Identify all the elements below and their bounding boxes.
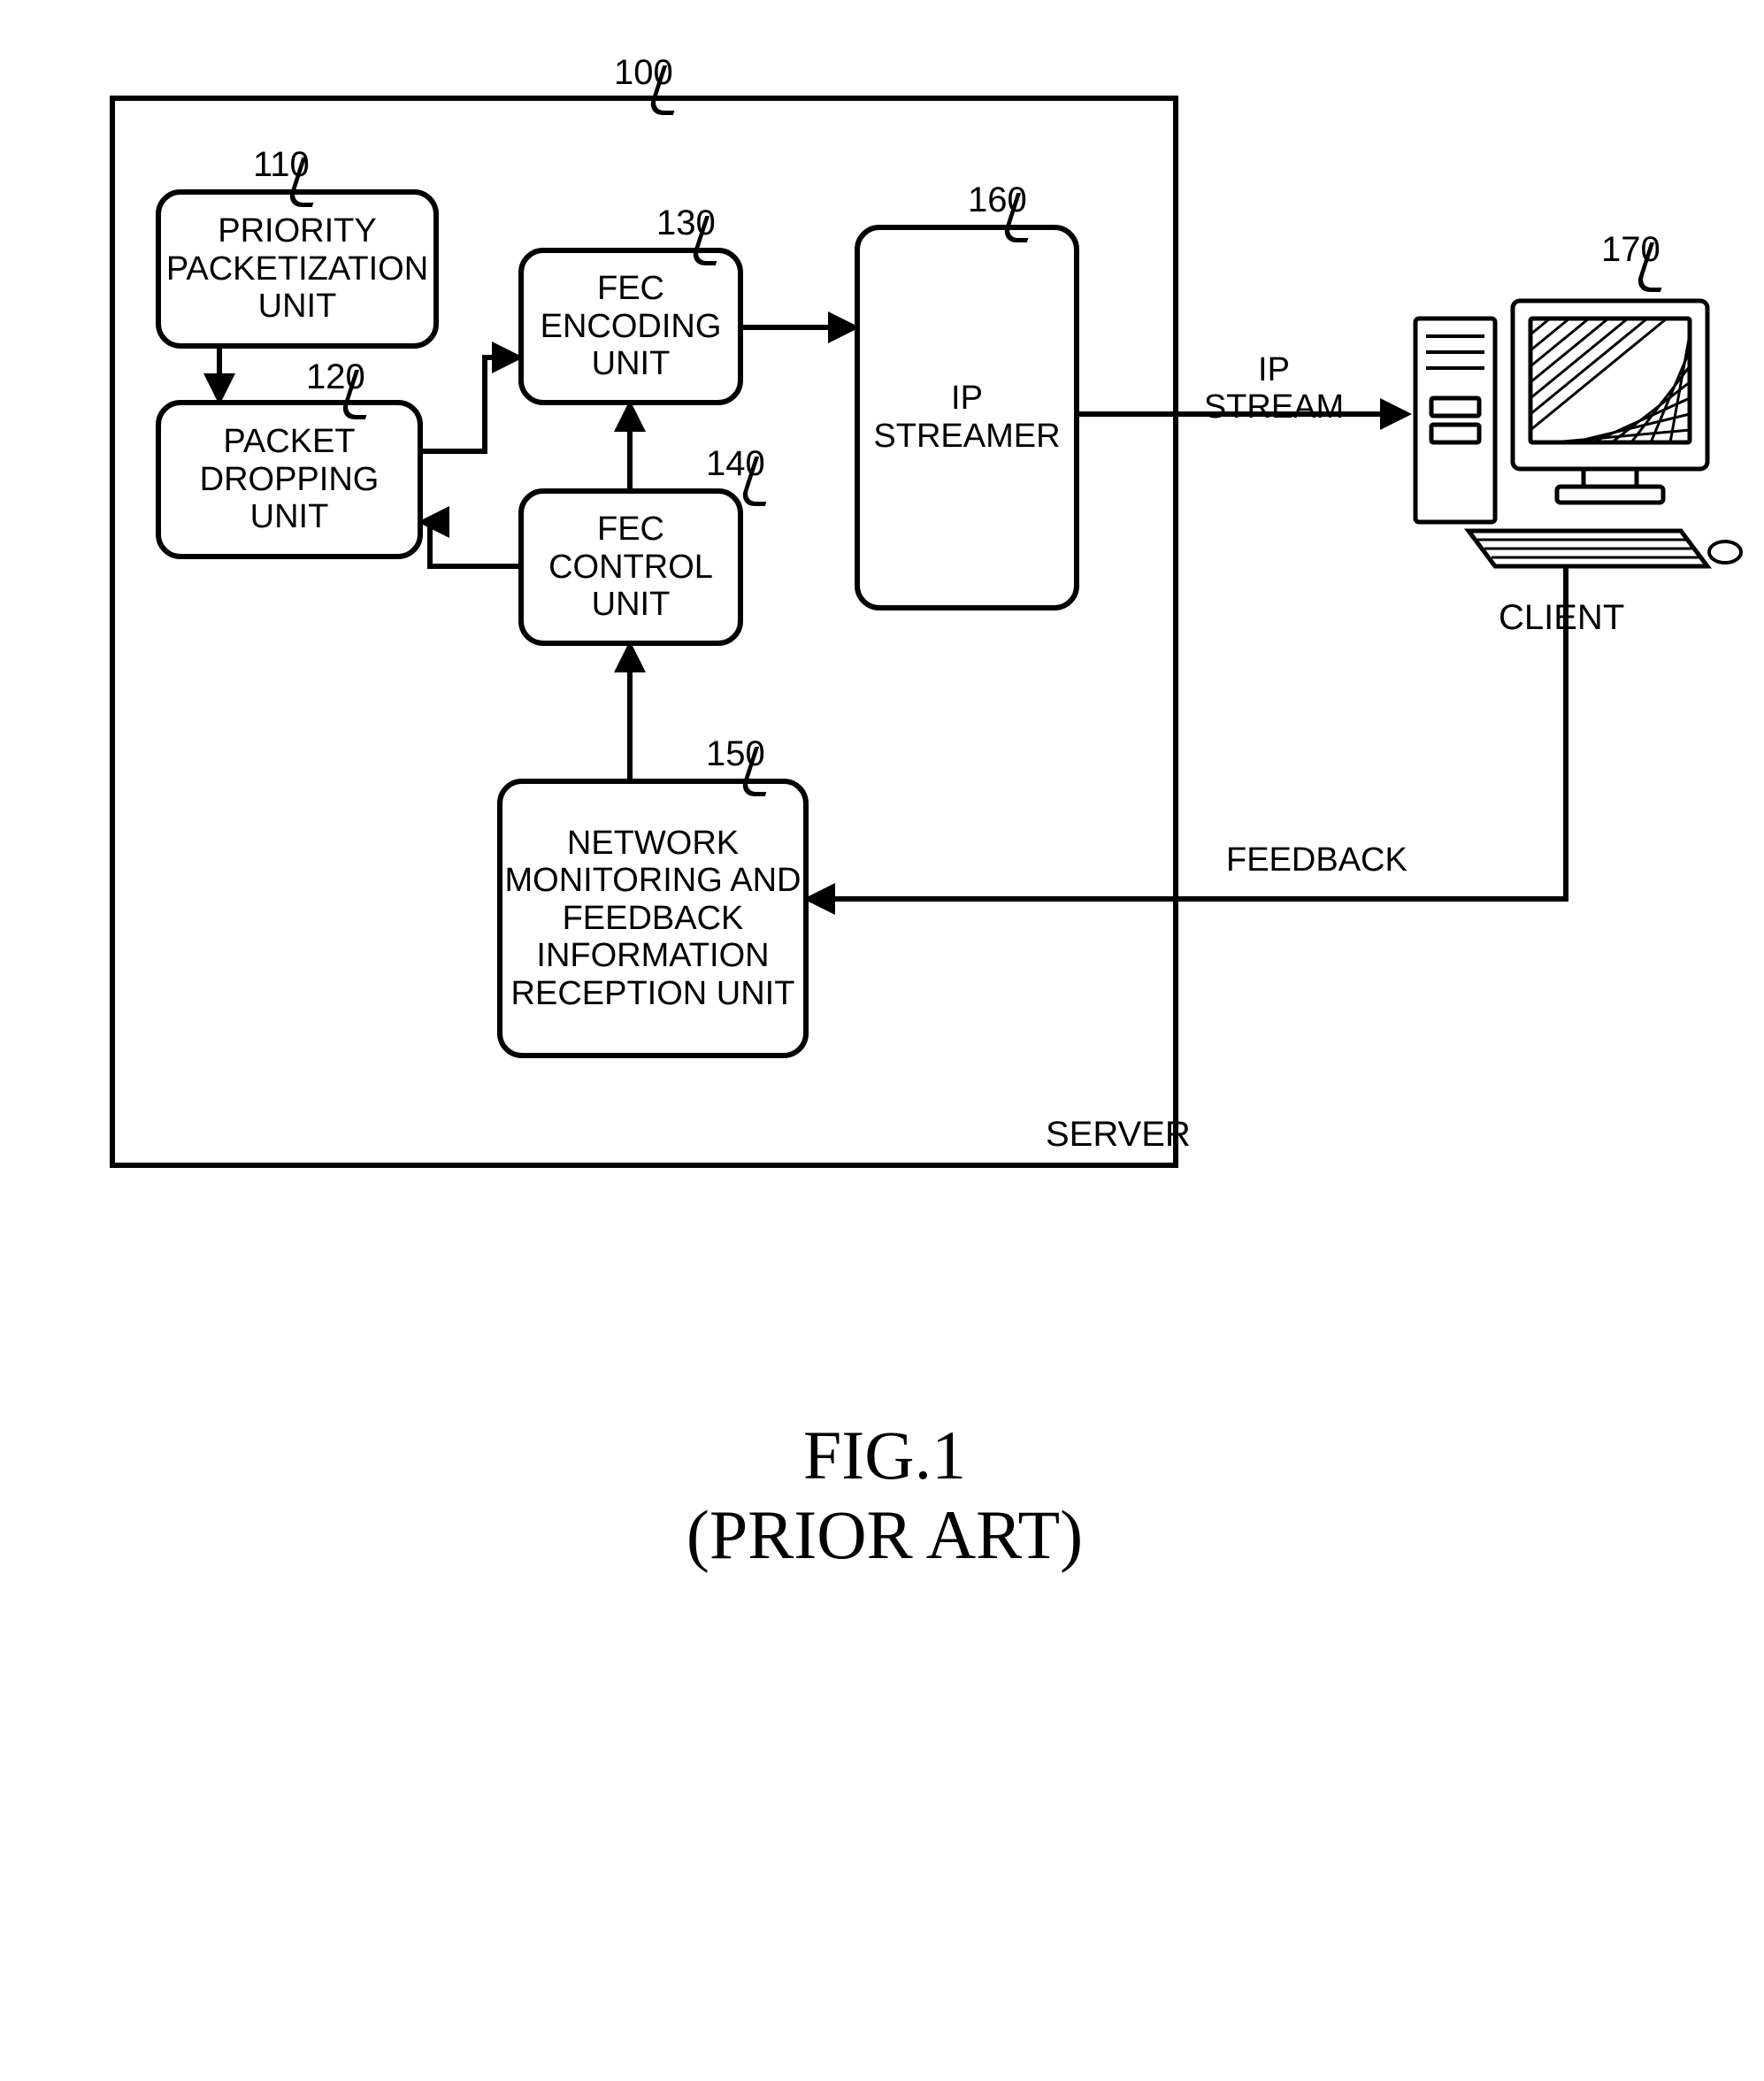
diagram-canvas: SERVER 100 PRIORITY PACKETIZATION UNIT 1… xyxy=(0,0,1764,2081)
client-computer-icon xyxy=(0,0,1764,2081)
